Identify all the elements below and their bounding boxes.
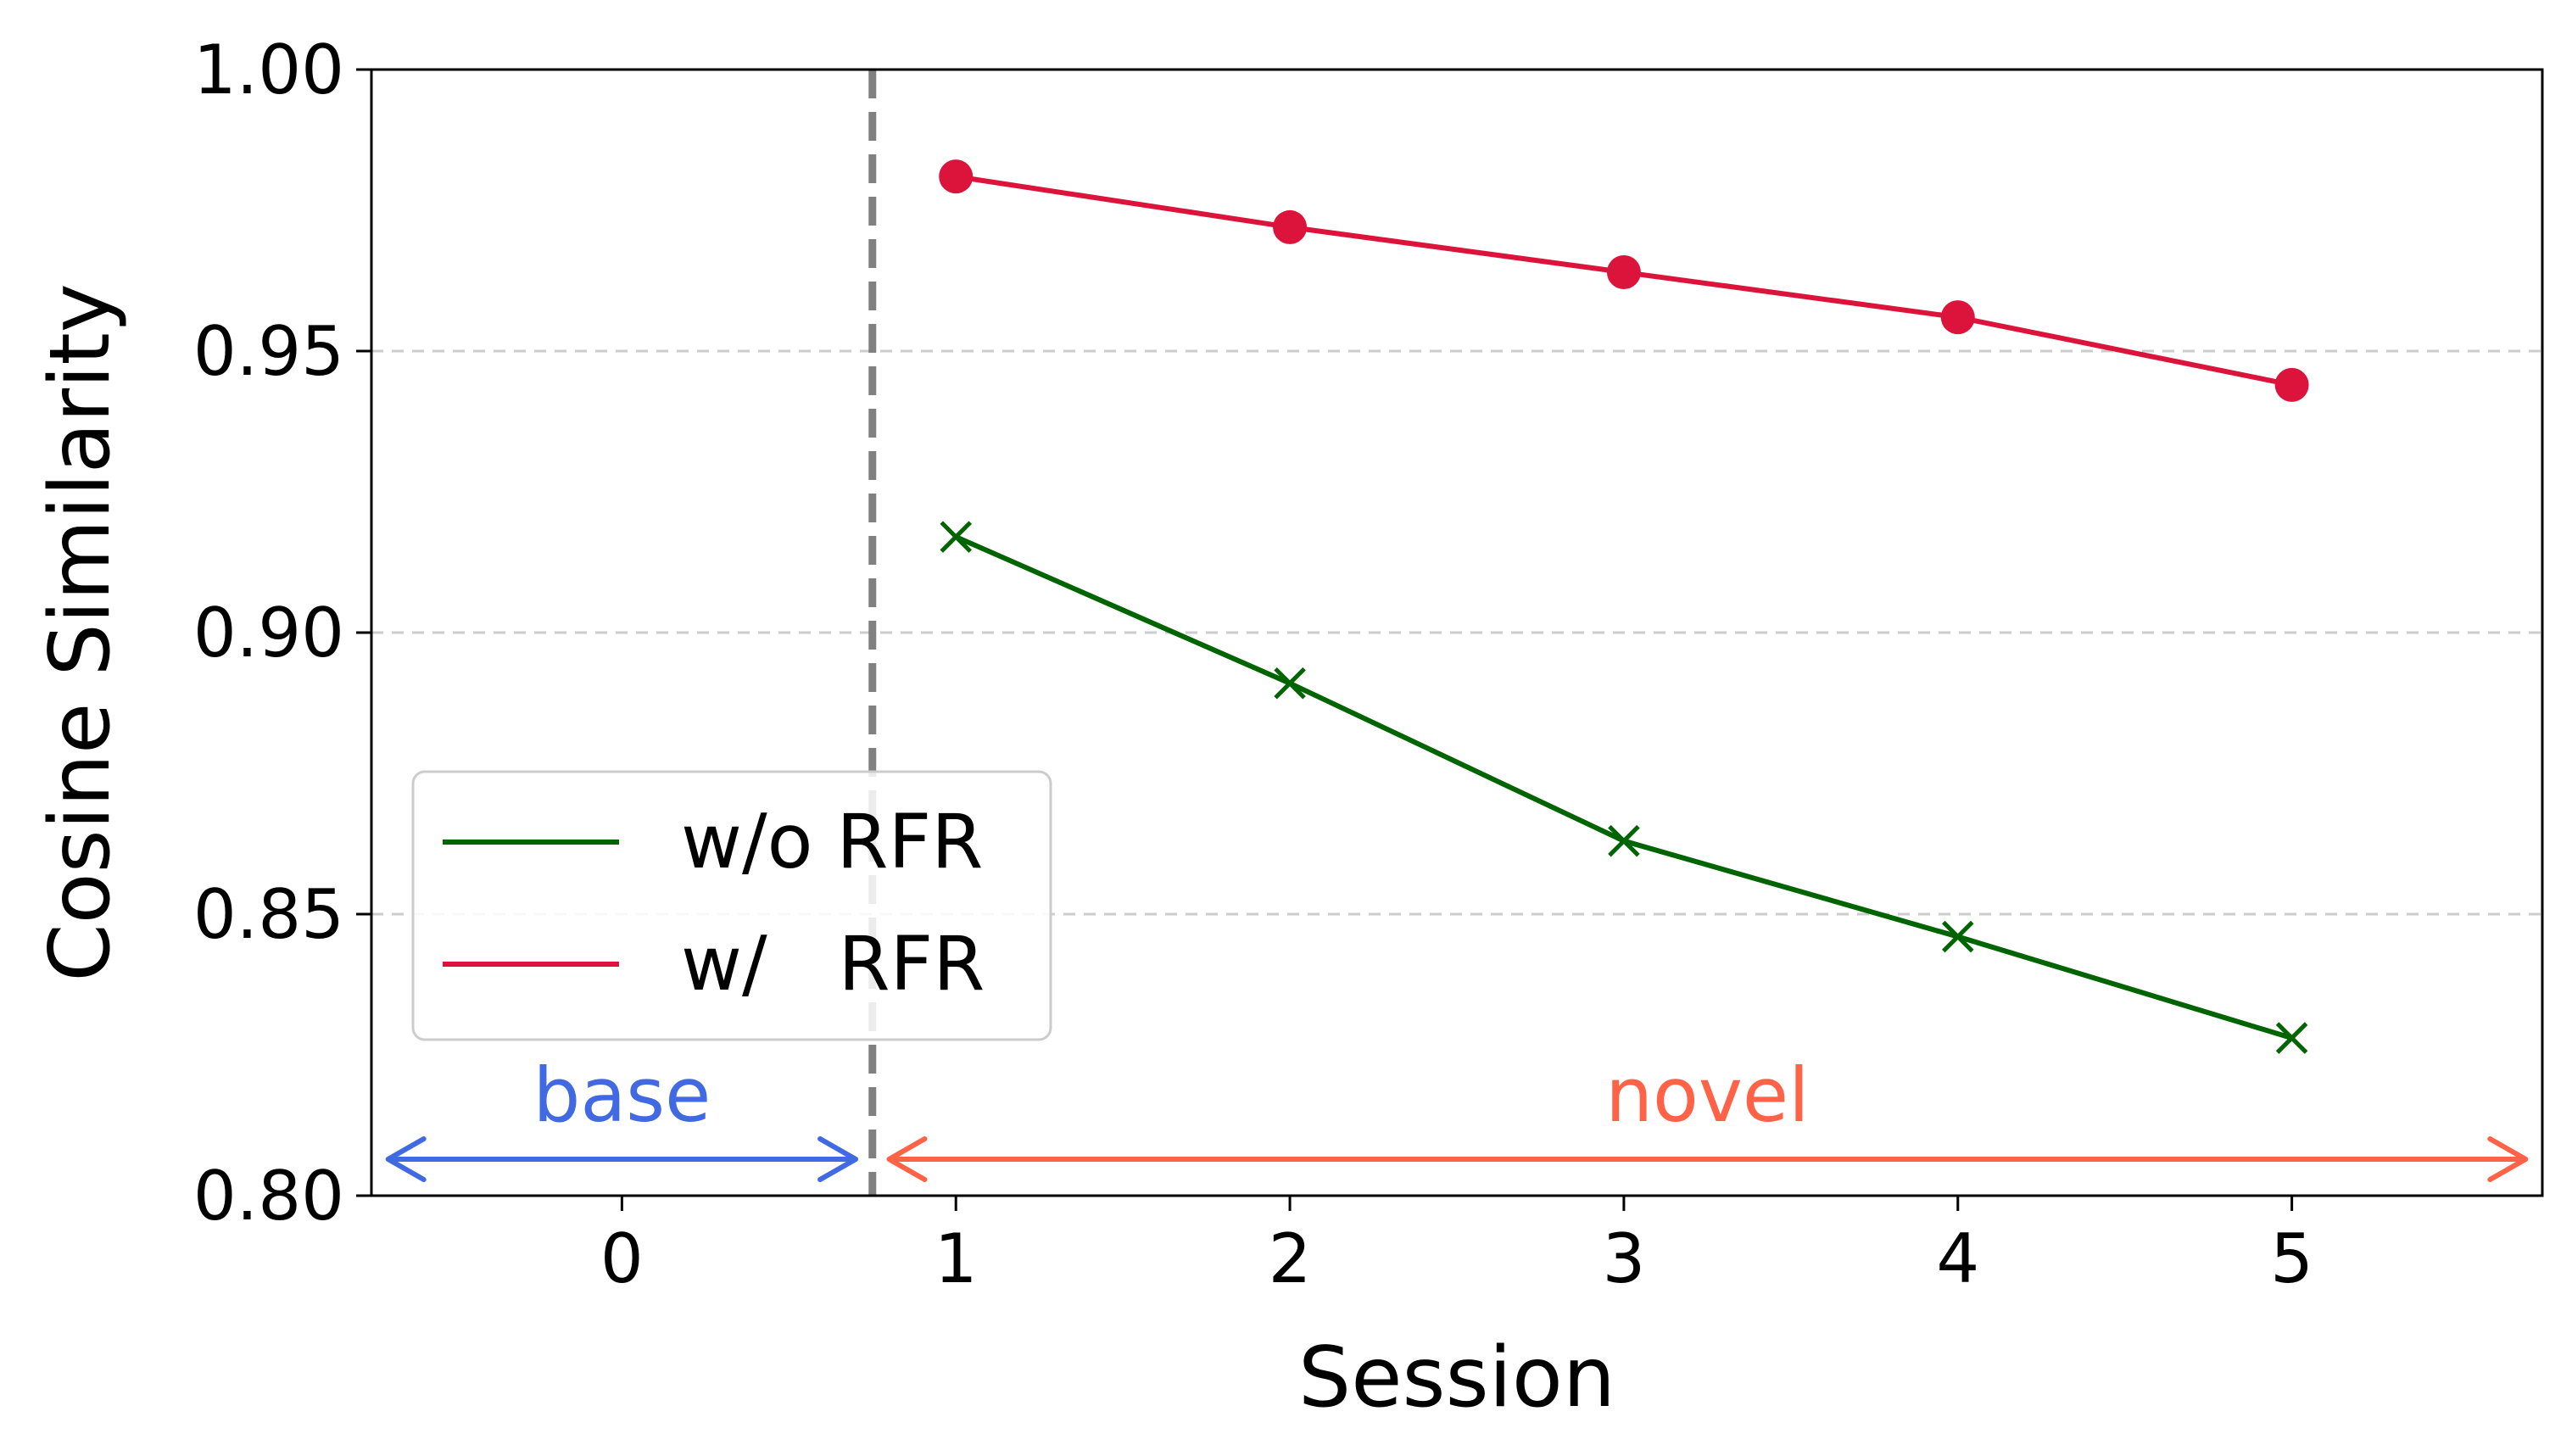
data-point xyxy=(1274,667,1306,700)
legend-box xyxy=(411,770,1052,1041)
legend: w/o RFR w/ RFR xyxy=(411,770,1052,1041)
region-label-novel: novel xyxy=(1605,1052,1809,1139)
gridlines xyxy=(371,349,2542,916)
data-point xyxy=(2275,1022,2308,1054)
data-point xyxy=(1940,300,1975,335)
y-axis-ticks: 0.80 0.85 0.90 0.95 1.00 xyxy=(193,31,371,1236)
y-tick-label: 0.90 xyxy=(193,594,344,672)
x-tick-label: 5 xyxy=(2270,1219,2313,1298)
legend-label-wo-rfr: w/o RFR xyxy=(681,798,983,885)
data-point xyxy=(940,521,972,553)
y-axis-label: Cosine Similarity xyxy=(32,283,129,982)
data-point xyxy=(2274,367,2309,402)
x-tick-label: 0 xyxy=(600,1219,644,1298)
x-tick-label: 3 xyxy=(1602,1219,1645,1298)
data-point xyxy=(1273,209,1308,244)
y-tick-label: 0.95 xyxy=(193,312,344,391)
legend-label-w-rfr: w/ RFR xyxy=(681,920,985,1007)
region-annotations: base novel xyxy=(385,1052,2529,1182)
series-line-0 xyxy=(955,534,2293,1040)
data-point xyxy=(1608,824,1640,857)
x-tick-label: 4 xyxy=(1936,1219,1979,1298)
region-arrow-base xyxy=(385,1136,859,1182)
y-tick-label: 1.00 xyxy=(193,31,344,109)
series-layer xyxy=(939,159,2309,1054)
x-axis-ticks: 0 1 2 3 4 5 xyxy=(600,1196,2313,1298)
data-point xyxy=(939,159,974,194)
data-point xyxy=(1942,920,1974,953)
y-tick-label: 0.85 xyxy=(193,875,344,954)
x-tick-label: 1 xyxy=(935,1219,978,1298)
y-tick-label: 0.80 xyxy=(193,1157,344,1236)
data-point xyxy=(1606,255,1641,290)
region-arrow-novel xyxy=(886,1136,2529,1182)
x-tick-label: 2 xyxy=(1269,1219,1312,1298)
x-axis-label: Session xyxy=(1298,1330,1615,1426)
region-label-base: base xyxy=(533,1052,711,1139)
